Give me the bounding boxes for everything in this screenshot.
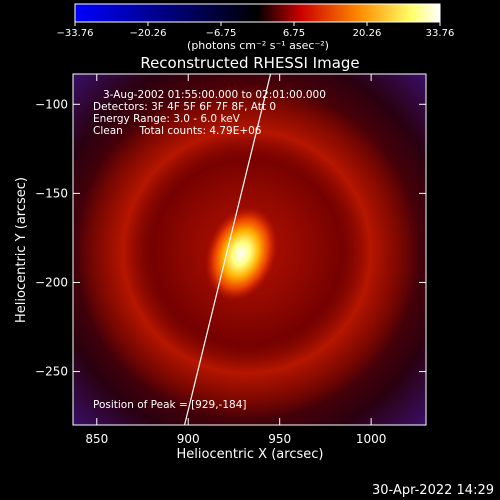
y-tick-label: −200 [35,275,68,289]
colorbar-tick-label: −20.26 [129,28,166,39]
x-axis-label: Heliocentric X (arcsec) [177,447,324,462]
x-axis-ticks: 850 900 950 1000 [85,74,386,446]
energy-range-annotation: Energy Range: 3.0 - 6.0 keV [93,113,241,125]
time-range-annotation: 3-Aug-2002 01:55:00.000 to 02:01:00.000 [103,89,326,101]
footer-timestamp: 30-Apr-2022 14:29 [372,483,494,498]
x-tick-label: 950 [268,432,291,446]
y-axis-ticks: −100 −150 −200 −250 [35,97,426,379]
colorbar-unit-label: (photons cm⁻² s⁻¹ asec⁻²) [187,39,329,52]
x-tick-label: 1000 [356,432,387,446]
y-axis-label: Heliocentric Y (arcsec) [14,177,29,323]
peak-position-annotation: Position of Peak = [929,-184] [93,399,247,411]
heatmap-image [73,74,426,425]
plot-frame [72,73,427,426]
y-tick-label: −150 [35,186,68,200]
clean-annotation: Clean Total counts: 4.79E+06 [93,125,262,137]
y-tick-label: −250 [35,365,68,379]
y-tick-label: −100 [35,97,68,111]
chart-title: Reconstructed RHESSI Image [140,54,359,72]
colorbar-ticks: −33.76 −20.26 −6.75 6.75 20.26 33.76 [56,22,454,39]
solar-limb-line [183,74,272,425]
peak-source [205,207,278,301]
colorbar-tick-label: 20.26 [353,28,382,39]
colorbar-tick-label: 6.75 [283,28,305,39]
colorbar-tick-label: 33.76 [426,28,455,39]
colorbar-tick-label: −6.75 [206,28,237,39]
colorbar-tick-label: −33.76 [56,28,93,39]
x-tick-label: 850 [85,432,108,446]
x-tick-label: 900 [177,432,200,446]
colorbar [74,3,441,23]
detectors-annotation: Detectors: 3F 4F 5F 6F 7F 8F, Att 0 [93,101,276,113]
